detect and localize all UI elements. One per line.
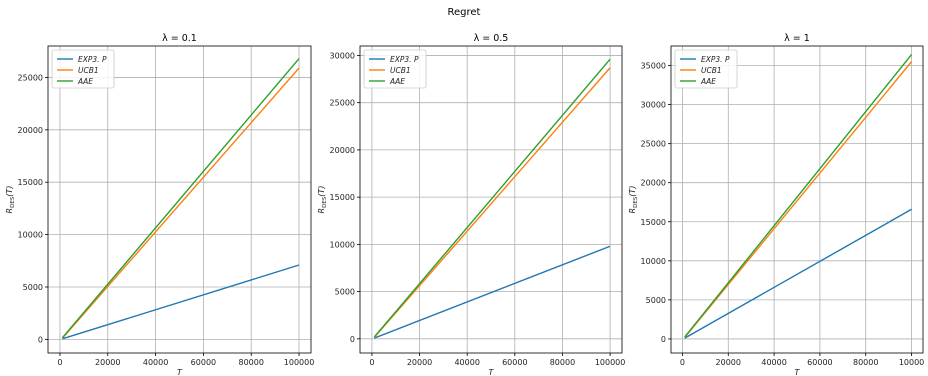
series-line-exp3-p <box>62 264 300 340</box>
panel-title: λ = 0.1 <box>162 33 197 44</box>
y-tick-label: 10000 <box>18 231 43 240</box>
x-tick-label: 0 <box>369 358 374 367</box>
x-tick-label: 40000 <box>761 358 786 367</box>
y-tick-label: 0 <box>38 335 43 344</box>
y-tick-label: 35000 <box>641 62 666 71</box>
y-tick-label: 15000 <box>330 193 355 202</box>
x-tick-label: 10000 <box>899 358 924 367</box>
y-tick-label: 15000 <box>18 178 43 187</box>
y-tick-label: 5000 <box>646 296 666 305</box>
legend-label: AAE <box>389 77 405 86</box>
y-axis-label: RDES(T) <box>628 186 639 214</box>
y-axis-label: RDES(T) <box>5 186 16 214</box>
legend-label: AAE <box>700 77 716 86</box>
chart-panel-1: 0 20000 40000 60000 80000 100000 0 5000 10000 150… <box>5 33 314 376</box>
series-line-aae <box>61 58 300 339</box>
x-axis-label: T <box>177 368 183 376</box>
y-tick-label: 5000 <box>335 288 355 297</box>
y-tick-label: 25000 <box>330 99 355 108</box>
chart-panel-3: 0 20000 40000 60000 80000 1000005000100001500… <box>628 33 924 376</box>
x-tick-label: 100000 <box>595 358 626 367</box>
panel-title: λ = 1 <box>784 33 810 44</box>
x-axis-label: T <box>795 368 801 376</box>
axes-frame <box>359 45 623 354</box>
y-tick-label: 25000 <box>18 73 43 82</box>
x-tick-label: 100000 <box>284 358 315 367</box>
legend-label: UCB1 <box>78 66 99 75</box>
series-line-ucb1 <box>684 61 913 338</box>
legend-label: UCB1 <box>390 66 411 75</box>
y-tick-label: 10000 <box>641 257 666 266</box>
x-tick-label: 60000 <box>502 358 527 367</box>
y-tick-label: 20000 <box>18 126 43 135</box>
x-tick-label: 60000 <box>191 358 216 367</box>
series-line-ucb1 <box>373 67 611 338</box>
x-tick-label: 20000 <box>407 358 432 367</box>
x-tick-label: 0 <box>680 358 685 367</box>
chart-panels: 0 20000 40000 60000 80000 1000000500010000150… <box>5 33 924 376</box>
y-tick-label: 20000 <box>330 146 355 155</box>
series-line-aae <box>373 58 611 338</box>
axes-frame <box>47 45 312 354</box>
chart-panel-2: 0 20000 40000 60000 80000 100000 0 5000 10000 150… <box>317 33 625 376</box>
y-tick-label: 5000 <box>23 283 43 292</box>
series-line-exp3-p <box>374 245 611 339</box>
x-tick-label: 0 <box>57 358 62 367</box>
legend-label: AAE <box>77 77 93 86</box>
x-tick-label: 80000 <box>239 358 264 367</box>
x-tick-label: 20000 <box>716 358 741 367</box>
series-line-ucb1 <box>61 67 300 339</box>
x-tick-label: 20000 <box>95 358 120 367</box>
y-tick-label: 15000 <box>641 218 666 227</box>
y-tick-label: 30000 <box>641 101 666 110</box>
axes-frame <box>670 45 924 354</box>
series-line-aae <box>684 54 913 338</box>
y-tick-label: 25000 <box>641 140 666 149</box>
y-tick-label: 10000 <box>330 240 355 249</box>
x-tick-label: 80000 <box>853 358 878 367</box>
y-tick-label: 0 <box>350 335 355 344</box>
y-tick-label: 20000 <box>641 179 666 188</box>
x-tick-label: 40000 <box>143 358 168 367</box>
x-tick-label: 40000 <box>454 358 479 367</box>
legend-label: EXP3. P <box>701 55 730 64</box>
y-tick-label: 30000 <box>330 51 355 60</box>
legend-label: UCB1 <box>701 66 722 75</box>
figure-title: Regret <box>448 7 481 18</box>
legend-label: EXP3. P <box>78 55 107 64</box>
y-axis-label: RDES(T) <box>317 186 328 214</box>
x-axis-label: T <box>489 368 495 376</box>
legend: EXP3. P UCB1 AAE <box>674 49 738 89</box>
y-tick-label: 0 <box>661 335 666 344</box>
panel-title: λ = 0.5 <box>474 33 509 44</box>
legend: EXP3. P UCB1 AAE <box>363 49 427 89</box>
legend: EXP3. P UCB1 AAE <box>51 49 115 89</box>
x-tick-label: 60000 <box>807 358 832 367</box>
series-line-exp3-p <box>684 208 912 339</box>
x-tick-label: 80000 <box>550 358 575 367</box>
legend-label: EXP3. P <box>390 55 419 64</box>
